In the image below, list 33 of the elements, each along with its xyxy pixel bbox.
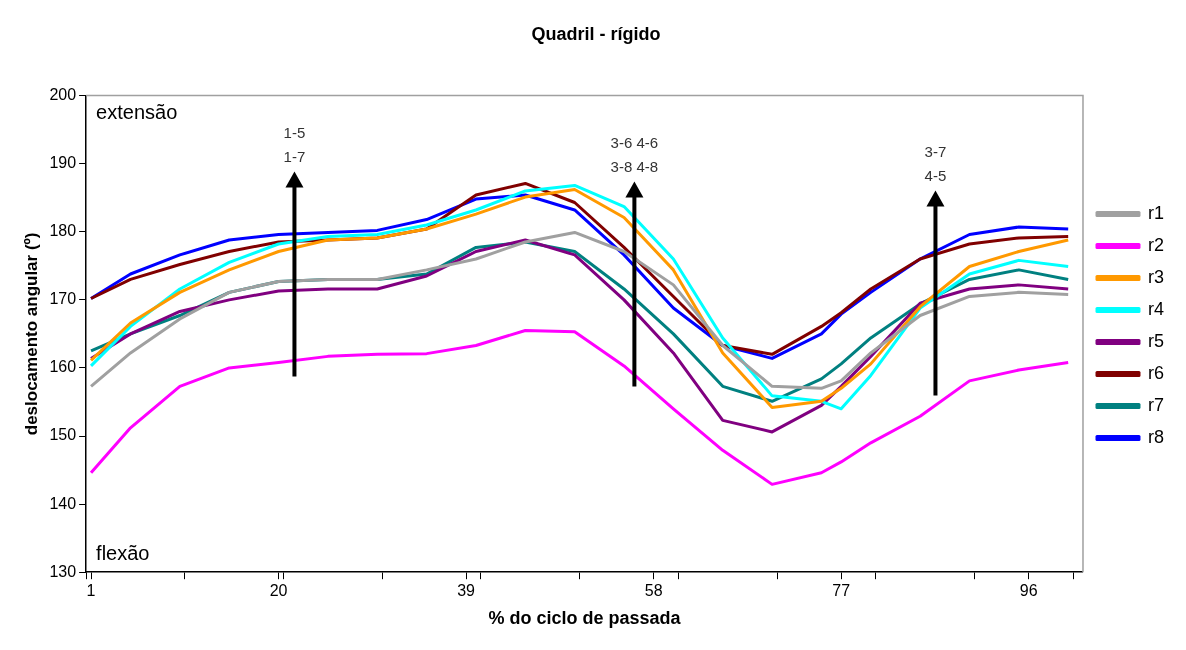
legend-label: r4 xyxy=(1148,298,1165,319)
x-tick-label: 1 xyxy=(86,582,96,600)
annotation: 1-7 xyxy=(283,147,306,165)
y-tick-label: 160 xyxy=(49,358,77,376)
annotation: flexão xyxy=(96,541,150,564)
x-tick-label: 96 xyxy=(1019,582,1038,600)
y-tick-label: 190 xyxy=(49,154,77,172)
y-tick-label: 140 xyxy=(49,494,77,512)
y-tick-label: 200 xyxy=(49,86,77,104)
annotation: 3-6 4-6 xyxy=(610,133,659,151)
y-tick-label: 170 xyxy=(49,290,77,308)
x-tick-label: 39 xyxy=(457,582,476,600)
legend-label: r6 xyxy=(1148,362,1165,383)
annotation: 4-5 xyxy=(924,166,947,184)
x-tick-label: 20 xyxy=(269,582,288,600)
annotation: extensão xyxy=(96,101,178,124)
x-tick-label: 58 xyxy=(644,582,663,600)
x-tick-label: 77 xyxy=(832,582,851,600)
legend-label: r1 xyxy=(1148,202,1165,223)
legend-label: r3 xyxy=(1148,266,1165,287)
legend-label: r2 xyxy=(1148,234,1165,255)
chart-title: Quadril - rígido xyxy=(531,23,661,44)
legend-label: r8 xyxy=(1148,426,1165,447)
y-axis-title: deslocamento angular (º) xyxy=(21,232,41,436)
y-tick-label: 180 xyxy=(49,222,77,240)
legend-label: r5 xyxy=(1148,330,1165,351)
annotation: 3-8 4-8 xyxy=(610,157,659,175)
x-axis-title: % do ciclo de passada xyxy=(488,608,682,629)
annotation: 1-5 xyxy=(283,123,306,141)
y-tick-label: 130 xyxy=(49,562,77,580)
annotation: 3-7 xyxy=(924,142,947,160)
y-tick-label: 150 xyxy=(49,426,77,444)
legend-label: r7 xyxy=(1148,394,1165,415)
